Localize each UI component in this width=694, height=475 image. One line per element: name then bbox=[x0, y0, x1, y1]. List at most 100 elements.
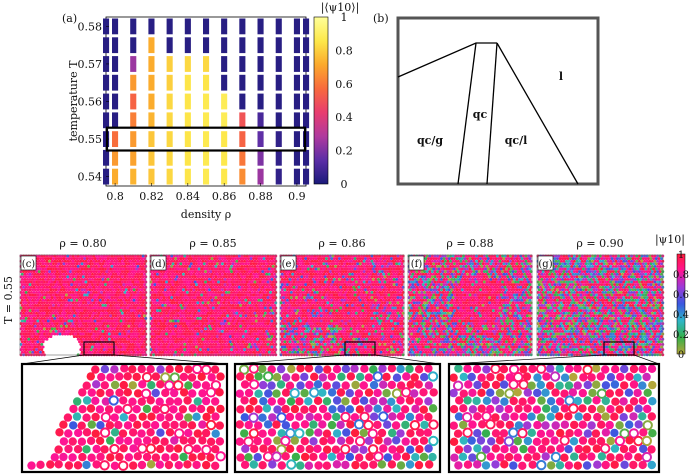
particle bbox=[377, 298, 380, 302]
particle bbox=[387, 262, 391, 266]
particle bbox=[114, 298, 118, 302]
particle bbox=[117, 309, 120, 313]
particle bbox=[215, 277, 219, 281]
particle bbox=[153, 335, 157, 339]
particle bbox=[252, 345, 256, 349]
particle bbox=[162, 275, 166, 279]
particle bbox=[104, 267, 107, 271]
particle bbox=[200, 314, 204, 318]
particle bbox=[46, 288, 50, 292]
particle bbox=[33, 277, 37, 281]
particle bbox=[250, 348, 254, 352]
particle bbox=[127, 303, 131, 307]
particle bbox=[388, 275, 392, 279]
particle bbox=[395, 267, 399, 271]
particle bbox=[109, 257, 113, 261]
particle bbox=[29, 342, 33, 346]
particle bbox=[94, 316, 98, 320]
particle bbox=[68, 270, 72, 274]
particle bbox=[54, 272, 58, 276]
particle bbox=[256, 337, 260, 341]
particle bbox=[117, 345, 120, 349]
particle bbox=[237, 337, 241, 341]
particle bbox=[39, 309, 42, 313]
particle bbox=[42, 301, 46, 305]
particle bbox=[318, 264, 322, 268]
particle bbox=[262, 293, 266, 297]
particle bbox=[89, 322, 93, 326]
particle bbox=[234, 350, 237, 354]
particle bbox=[208, 288, 211, 292]
particle bbox=[50, 290, 54, 294]
particle bbox=[107, 264, 111, 268]
particle bbox=[28, 283, 32, 287]
particle bbox=[340, 277, 344, 281]
particle bbox=[201, 296, 205, 300]
particle bbox=[228, 277, 232, 281]
particle bbox=[227, 322, 231, 326]
particle bbox=[172, 337, 176, 341]
particle bbox=[302, 296, 306, 300]
particle bbox=[206, 348, 210, 352]
particle bbox=[400, 298, 404, 302]
particle bbox=[126, 306, 130, 310]
particle bbox=[23, 303, 27, 307]
particle bbox=[292, 270, 296, 274]
particle bbox=[136, 316, 140, 320]
particle bbox=[184, 283, 188, 287]
particle bbox=[66, 259, 70, 263]
particle bbox=[105, 327, 109, 331]
particle bbox=[325, 262, 328, 266]
particle bbox=[196, 337, 200, 341]
particle bbox=[262, 288, 266, 292]
particle bbox=[326, 290, 330, 294]
particle bbox=[211, 322, 215, 326]
particle bbox=[89, 264, 93, 268]
particle bbox=[367, 259, 371, 263]
particle bbox=[170, 306, 174, 310]
particle bbox=[170, 348, 174, 352]
particle bbox=[306, 314, 310, 318]
particle bbox=[132, 272, 136, 276]
particle bbox=[167, 306, 171, 310]
particle bbox=[210, 350, 214, 354]
particle bbox=[166, 340, 170, 344]
heatmap-cell bbox=[148, 149, 155, 166]
particle bbox=[165, 342, 169, 346]
particle bbox=[161, 309, 165, 313]
heatmap-cell bbox=[293, 56, 300, 72]
particle bbox=[152, 327, 156, 331]
particle bbox=[202, 340, 206, 344]
particle bbox=[325, 283, 328, 287]
particle bbox=[156, 272, 159, 276]
particle bbox=[31, 283, 35, 287]
particle bbox=[187, 272, 191, 276]
panel-label-a: (a) bbox=[62, 12, 77, 25]
particle bbox=[222, 332, 226, 336]
particle bbox=[357, 301, 361, 305]
particle bbox=[375, 259, 379, 263]
particle bbox=[113, 337, 117, 341]
particle bbox=[309, 277, 313, 281]
particle bbox=[258, 301, 262, 305]
particle bbox=[392, 288, 396, 292]
particle bbox=[314, 293, 318, 297]
heatmap-cell bbox=[112, 37, 119, 54]
particle bbox=[80, 267, 84, 271]
particle bbox=[218, 335, 222, 339]
particle bbox=[353, 283, 357, 287]
particle bbox=[102, 264, 106, 268]
particle bbox=[110, 270, 114, 274]
particle bbox=[239, 293, 243, 297]
particle bbox=[262, 324, 266, 328]
particle bbox=[208, 324, 211, 328]
particle bbox=[132, 267, 136, 271]
particle bbox=[213, 340, 217, 344]
particle bbox=[80, 277, 84, 281]
particle bbox=[180, 306, 184, 310]
particle bbox=[230, 296, 234, 300]
particle bbox=[261, 322, 265, 326]
particle bbox=[111, 319, 115, 323]
particle bbox=[157, 348, 161, 352]
particle bbox=[58, 275, 62, 279]
